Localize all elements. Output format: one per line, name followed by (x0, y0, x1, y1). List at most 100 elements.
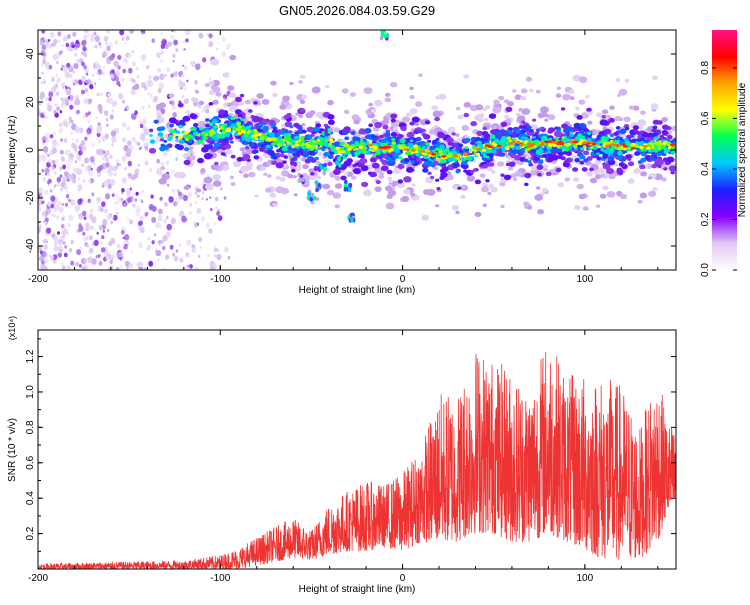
x-tick-label: 100 (577, 573, 594, 584)
y-tick-label: 20 (25, 96, 36, 108)
branch-blob (329, 127, 333, 133)
noise-blob (51, 139, 58, 147)
ridge-blob (537, 159, 544, 165)
ridge-blob (421, 145, 426, 149)
noise-blob (203, 161, 206, 164)
noise-blob (109, 54, 115, 61)
noise-blob (138, 241, 144, 249)
noise-blob (198, 254, 201, 258)
noise-blob (112, 78, 115, 81)
noise-blob (65, 42, 70, 48)
ridge-blob (282, 95, 291, 102)
noise-blob (164, 73, 168, 77)
noise-blob (44, 260, 47, 264)
ridge-blob (472, 168, 478, 172)
ridge-blob (290, 147, 297, 152)
noise-blob (139, 267, 144, 270)
colorbar-tick-label: 0.4 (700, 162, 711, 176)
noise-blob (185, 252, 190, 258)
noise-blob (189, 211, 192, 215)
ridge-blob (432, 149, 436, 153)
ridge-blob (272, 142, 277, 146)
ridge-blob (615, 136, 621, 141)
ridge-blob (262, 125, 269, 131)
ridge-blob (451, 148, 456, 152)
branch-blob (337, 156, 342, 162)
ridge-blob (490, 186, 498, 193)
ridge-blob (358, 128, 367, 135)
ridge-blob (587, 120, 593, 125)
noise-blob (51, 42, 56, 47)
ridge-blob (600, 136, 607, 141)
noise-blob (74, 53, 77, 57)
noise-blob (46, 172, 51, 177)
noise-blob (107, 169, 110, 174)
ridge-blob (384, 97, 391, 103)
noise-blob (38, 224, 43, 229)
noise-blob (129, 30, 135, 34)
ridge-blob (379, 172, 385, 176)
noise-blob (133, 172, 139, 179)
ridge-blob (307, 157, 313, 162)
ridge-blob (556, 145, 561, 149)
ridge-blob (370, 134, 376, 139)
ridge-blob (309, 110, 316, 115)
ridge-blob (537, 172, 542, 177)
noise-blob (173, 71, 178, 77)
ridge-blob (221, 165, 230, 171)
ridge-blob (301, 129, 307, 134)
ridge-blob (279, 130, 286, 135)
ridge-blob (315, 123, 322, 128)
noise-blob (218, 96, 221, 100)
ridge-blob (230, 140, 234, 144)
noise-blob (138, 261, 143, 268)
ridge-blob (627, 178, 635, 184)
snr-series-line (38, 351, 676, 569)
noise-blob (45, 221, 49, 225)
noise-blob (187, 192, 192, 198)
noise-blob (121, 77, 125, 82)
noise-blob (139, 133, 146, 141)
noise-blob (157, 169, 163, 176)
noise-blob (94, 82, 97, 85)
ridge-blob (602, 154, 608, 159)
noise-blob (205, 108, 210, 114)
noise-blob (88, 98, 93, 104)
noise-blob (121, 155, 127, 162)
noise-blob (59, 262, 62, 265)
ridge-blob (260, 166, 267, 171)
noise-blob (44, 217, 49, 223)
noise-blob (76, 229, 80, 233)
ridge-blob (528, 162, 533, 167)
colorbar-tick-label: 0.6 (700, 111, 711, 125)
noise-blob (55, 159, 59, 163)
ridge-blob (640, 110, 646, 115)
noise-blob (80, 61, 85, 67)
ridge-blob (211, 79, 221, 87)
ridge-blob (237, 113, 243, 118)
ridge-blob (635, 141, 639, 145)
noise-blob (196, 90, 200, 94)
ridge-blob (514, 94, 522, 101)
noise-blob (165, 160, 170, 166)
ridge-blob (601, 115, 606, 119)
noise-blob (64, 245, 68, 249)
ridge-blob (189, 155, 196, 161)
noise-blob (110, 237, 116, 245)
noise-blob (68, 206, 71, 209)
ridge-blob (572, 167, 579, 172)
noise-blob (63, 35, 68, 42)
ridge-blob (209, 131, 214, 135)
ridge-blob (153, 75, 160, 81)
noise-blob (170, 217, 176, 225)
ridge-blob (310, 148, 314, 151)
noise-blob (127, 67, 133, 74)
noise-blob (161, 239, 165, 244)
ridge-blob (390, 113, 398, 119)
ridge-blob (634, 143, 638, 146)
noise-blob (151, 216, 157, 223)
ridge-blob (564, 177, 570, 182)
noise-blob (61, 82, 66, 88)
noise-blob (64, 69, 67, 73)
noise-blob (173, 255, 179, 262)
